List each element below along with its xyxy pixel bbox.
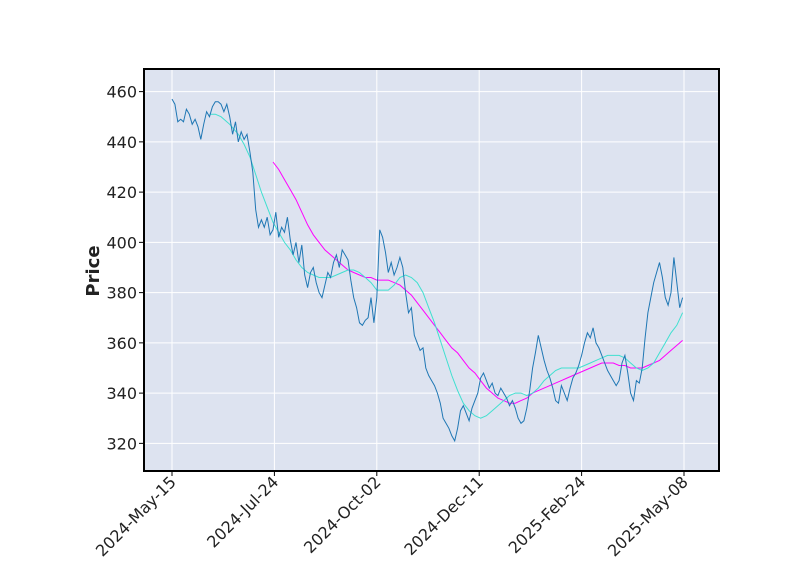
x-tick-label: 2025-May-08 (604, 472, 692, 560)
y-tick-label: 340 (106, 384, 137, 403)
x-tick-label: 2024-May-15 (92, 472, 180, 560)
y-tick-label: 360 (106, 334, 137, 353)
y-axis-title: Price (83, 245, 104, 296)
x-tick-label: 2024-Jul-24 (203, 472, 282, 551)
x-tick-label: 2024-Dec-11 (400, 472, 487, 559)
y-tick-label: 380 (106, 284, 137, 303)
y-tick-label: 460 (106, 83, 137, 102)
x-tick-label: 2024-Oct-02 (300, 472, 385, 557)
y-tick-label: 420 (106, 183, 137, 202)
grid-lines (144, 69, 719, 471)
y-tick-label: 320 (106, 434, 137, 453)
y-tick-label: 440 (106, 133, 137, 152)
moving-average-long-line (272, 161, 683, 404)
price-line (171, 98, 684, 443)
y-tick-label: 400 (106, 233, 137, 252)
x-axis: 2024-May-15 2024-Jul-24 2024-Oct-02 2024-De… (92, 471, 692, 560)
plot-frame (143, 68, 720, 472)
x-tick-label: 2025-Feb-24 (505, 472, 590, 557)
plot-background (144, 69, 719, 471)
y-axis: 320 340 360 380 400 420 440 460 (106, 83, 144, 453)
